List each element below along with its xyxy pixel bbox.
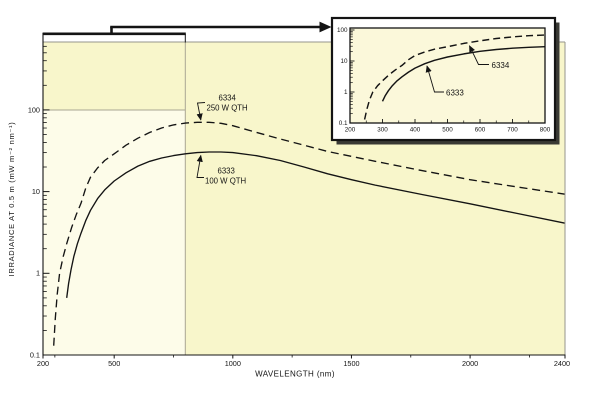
zoom-region-highlight [43, 110, 186, 355]
main-y-tick-label: 10 [32, 187, 40, 196]
x-axis-title: WAVELENGTH (nm) [255, 370, 335, 379]
main-y-tick-label: 0.1 [30, 350, 40, 359]
inset-y-tick-label: 1 [344, 89, 348, 96]
annotation-6333-line2: 100 W QTH [205, 177, 246, 186]
inset-y-tick-label: 0.1 [339, 120, 348, 127]
y-axis-title: IRRADIANCE AT 0.5 m (mW m⁻² nm⁻¹) [7, 122, 16, 277]
main-curve-6333 [66, 151, 566, 298]
inset-x-tick-label: 500 [442, 127, 453, 134]
main-curves [53, 121, 566, 346]
main-x-tick-label: 1000 [225, 359, 241, 368]
inset-x-tick-label: 300 [377, 127, 388, 134]
bracket-arrowhead [319, 21, 332, 33]
inset-x-tick-label: 700 [507, 127, 518, 134]
inset-annotation-6333-leader-arrow [425, 65, 444, 93]
annotation-6334-line1: 6334 [219, 94, 237, 103]
inset-y-tick-label: 100 [337, 27, 348, 34]
inset-annotation-6334: 6334 [492, 61, 510, 70]
inset-annotation-6334-leader-arrow [469, 45, 489, 65]
annotation-6334-leader-arrow [196, 102, 206, 121]
annotation-6333-leader-arrow [196, 154, 204, 178]
inset-curve-6333 [381, 45, 546, 102]
inset-annotation-6333: 6333 [446, 89, 464, 98]
annotation-6333-line1: 6333 [218, 167, 235, 176]
inset-plot-border [349, 27, 546, 124]
inset-curves [363, 34, 546, 120]
main-y-tick-label: 1 [36, 269, 40, 278]
main-x-tick-label: 2400 [554, 359, 570, 368]
annotation-6334-line2: 250 W QTH [207, 104, 248, 113]
inset-plot-bg [350, 28, 545, 123]
inset-x-tick-label: 200 [345, 127, 356, 134]
main-x-tick-label: 500 [108, 359, 120, 368]
inset-x-tick-label: 600 [475, 127, 486, 134]
inset-curve-6334 [363, 34, 546, 120]
main-x-tick-label: 200 [37, 359, 49, 368]
inset-x-tick-label: 400 [410, 127, 421, 134]
main-x-tick-label: 1500 [343, 359, 359, 368]
zoom-bracket [42, 21, 332, 43]
inset-y-tick-label: 10 [340, 58, 348, 65]
inset: 200 300 400 500 600 700 800 0.1 1 10 100 6334 6333 [330, 16, 560, 145]
main-x-tick-label: 2000 [462, 359, 478, 368]
main-y-tick-label: 100 [28, 105, 40, 114]
inset-x-tick-label: 800 [540, 127, 551, 134]
